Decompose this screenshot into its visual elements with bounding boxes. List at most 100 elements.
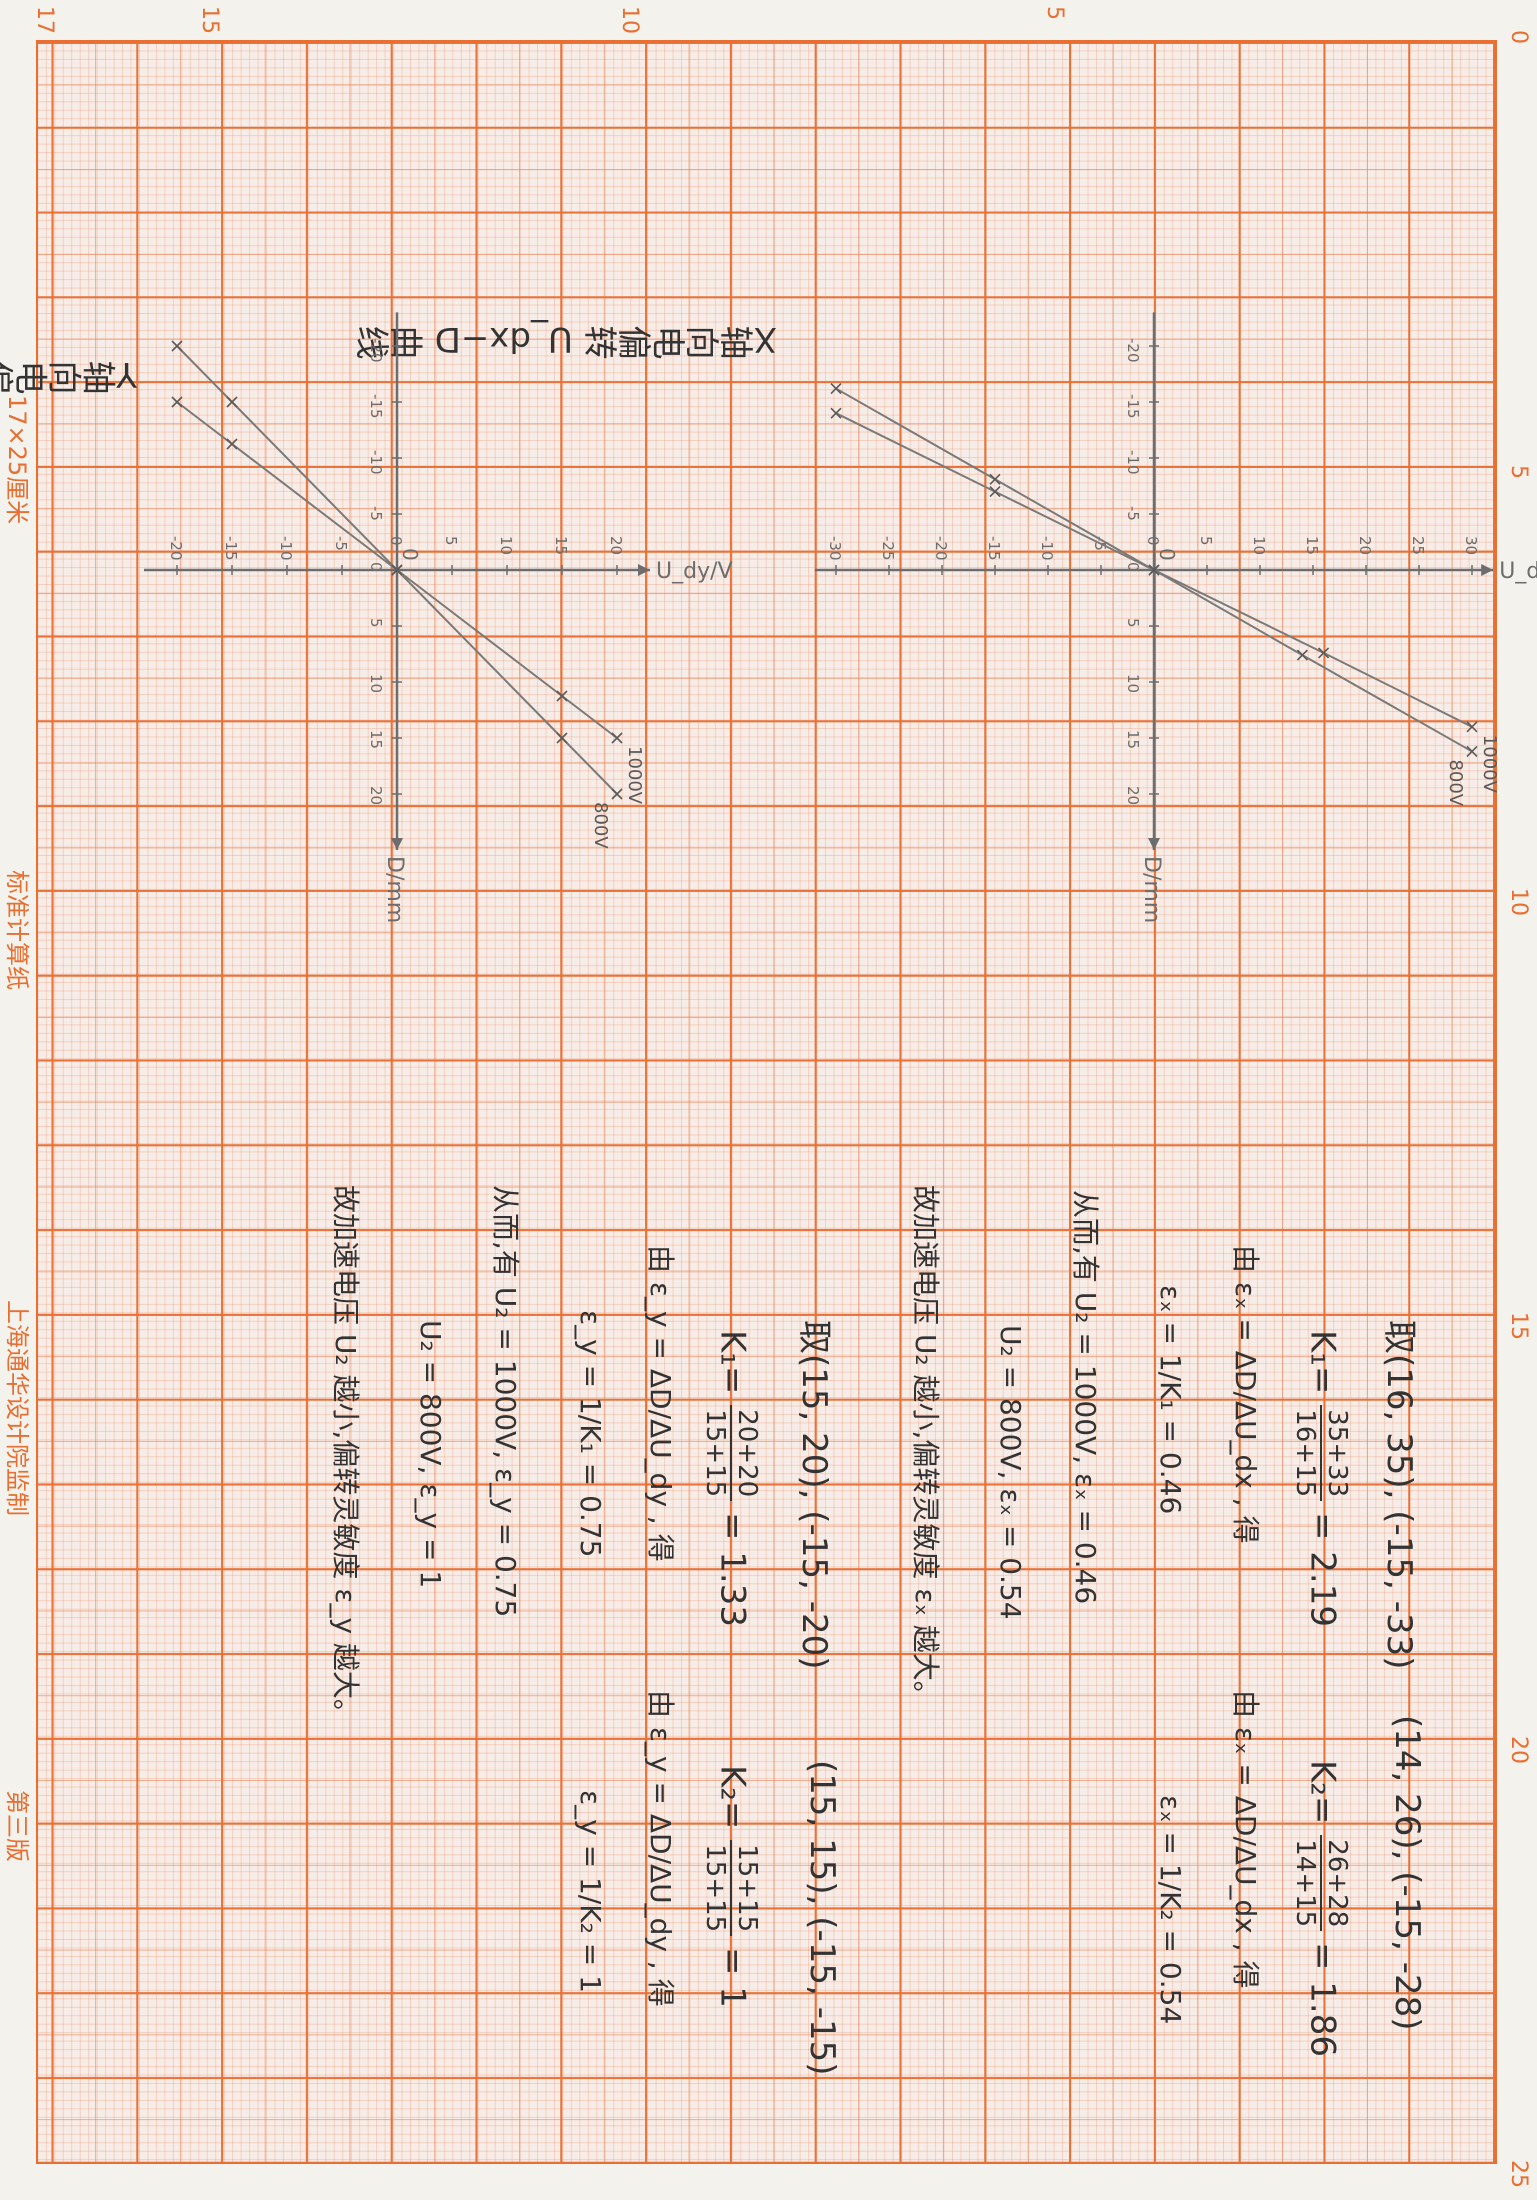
chart0-origin-label: 0 xyxy=(1155,548,1179,561)
x-k1-lhs: K₁= xyxy=(1302,1330,1343,1395)
x-k1-formula: K₁= 35+33 16+15 = 2.19 xyxy=(1290,1330,1352,1627)
chart1-series-0-label: 1000V xyxy=(624,746,645,805)
chart1-u-tick-label-0: -20 xyxy=(167,536,185,561)
x-k1-result: = 2.19 xyxy=(1302,1512,1343,1627)
chart1-series-1-label: 800V xyxy=(590,802,611,849)
chart1-d-tick-label-7: 15 xyxy=(367,730,385,749)
chart0-u-tick-label-12: 30 xyxy=(1462,536,1480,555)
y-k1-den: 15+15 xyxy=(700,1409,730,1498)
chart0-d-tick-label-0: -20 xyxy=(1124,338,1142,363)
y-eps-1: ε_y = 1/K₁ = 0.75 xyxy=(574,1310,607,1558)
chart1-series-1-point-2 xyxy=(391,564,403,576)
x-k1-fraction: 35+33 16+15 xyxy=(1290,1405,1352,1502)
chart0-series-1-point-3 xyxy=(1296,649,1308,661)
y-result-1: 从而,有 U₂ = 1000V, ε_y = 0.75 xyxy=(489,1185,522,1618)
chart1-series-1-point-1 xyxy=(226,396,238,408)
chart0-d-tick-label-1: -15 xyxy=(1124,394,1142,419)
x-k2-den: 14+15 xyxy=(1290,1839,1320,1928)
chart0-series-0-point-0 xyxy=(830,407,842,419)
chart0-d-arrow xyxy=(1148,838,1160,850)
x-k1-num: 35+33 xyxy=(1320,1405,1352,1502)
chart1-origin-label: 0 xyxy=(398,548,422,561)
chart1-u-tick-label-7: 15 xyxy=(552,536,570,555)
y-k2-result: = 1 xyxy=(712,1947,753,2008)
chart0-d-tick-label-4: 0 xyxy=(1124,562,1142,572)
y-k1-formula: K₁= 20+20 15+15 = 1.33 xyxy=(700,1330,762,1627)
y-eps-def-2: 由 ε_y = ΔD/ΔU_dy , 得 xyxy=(644,1690,677,2007)
y-k2-num: 15+15 xyxy=(730,1840,762,1937)
chart0-d-tick-label-2: -10 xyxy=(1124,450,1142,475)
chart1-series-0-point-1 xyxy=(226,438,238,450)
chart0-d-tick-label-6: 10 xyxy=(1124,674,1142,693)
chart1-u-axis-label: U_dy/V xyxy=(656,559,733,584)
chart1-u-tick-label-8: 20 xyxy=(607,536,625,555)
chart0-series-1-point-0 xyxy=(830,382,842,395)
x-k2-fraction: 26+28 14+15 xyxy=(1290,1835,1352,1932)
y-conclusion: 故加速电压 U₂ 越小,偏转灵敏度 ε_y 越大。 xyxy=(329,1185,362,1727)
x-pick-2: (14, 26), (-15, -28) xyxy=(1387,1715,1427,2031)
chart1-series-0-point-3 xyxy=(556,690,568,702)
x-eps-1: εₓ = 1/K₁ = 0.46 xyxy=(1154,1285,1187,1515)
x-k2-num: 26+28 xyxy=(1320,1835,1352,1932)
chart1-u-arrow xyxy=(638,564,650,576)
chart0-u-tick-label-2: -20 xyxy=(932,536,950,561)
chart0-u-tick-label-10: 20 xyxy=(1356,536,1374,555)
chart1-series-1-point-0 xyxy=(171,340,183,352)
x-result-1: 从而,有 U₂ = 1000V, εₓ = 0.46 xyxy=(1069,1190,1102,1605)
y-pick-2: (15, 15), (-15, -15) xyxy=(802,1760,842,2076)
chart0-u-tick-label-11: 25 xyxy=(1409,536,1427,555)
chart1-d-tick-label-5: 5 xyxy=(367,618,385,628)
x-eps-def-1: 由 εₓ = ΔD/ΔU_dx , 得 xyxy=(1229,1245,1262,1544)
x-pick-1: 取(16, 35), (-15, -33) xyxy=(1379,1320,1419,1670)
y-k2-den: 15+15 xyxy=(700,1844,730,1933)
chart1-d-tick-label-6: 10 xyxy=(367,674,385,693)
chart1-d-arrow xyxy=(391,838,403,850)
chart1-u-tick-label-5: 5 xyxy=(442,536,460,546)
y-k1-num: 20+20 xyxy=(730,1405,762,1502)
y-pick-1: 取(15, 20), (-15, -20) xyxy=(794,1320,834,1670)
chart0-u-axis-label: U_dx/V xyxy=(1499,559,1537,584)
chart1-series-0-point-0 xyxy=(171,396,183,408)
chart0-u-tick-label-8: 10 xyxy=(1250,536,1268,555)
y-result-2: U₂ = 800V, ε_y = 1 xyxy=(414,1320,447,1589)
chart1-u-tick-label-2: -10 xyxy=(277,536,295,561)
y-k2-formula: K₂= 15+15 15+15 = 1 xyxy=(700,1765,762,2008)
x-eps-def-2: 由 εₓ = ΔD/ΔU_dx , 得 xyxy=(1229,1690,1262,1989)
chart0-d-tick-label-3: -5 xyxy=(1124,506,1142,521)
y-k2-lhs: K₂= xyxy=(712,1765,753,1830)
y-k1-fraction: 20+20 15+15 xyxy=(700,1405,762,1502)
chart0-d-tick-label-8: 20 xyxy=(1124,786,1142,805)
chart1-d-tick-label-2: -10 xyxy=(367,450,385,475)
chart0-d-tick-label-7: 15 xyxy=(1124,730,1142,749)
chart0-series-1-point-2 xyxy=(1148,564,1160,576)
y-eps-2: ε_y = 1/K₂ = 1 xyxy=(574,1790,607,1993)
y-eps-def-1: 由 ε_y = ΔD/ΔU_dy , 得 xyxy=(644,1245,677,1562)
x-k2-result: = 1.86 xyxy=(1302,1942,1343,2057)
chart1-d-tick-label-1: -15 xyxy=(367,394,385,419)
chart0-u-tick-label-1: -25 xyxy=(879,536,897,561)
chart0-u-tick-label-7: 5 xyxy=(1197,536,1215,546)
chart0-u-tick-label-3: -15 xyxy=(985,536,1003,561)
chart1-series-1-point-3 xyxy=(556,732,568,744)
chart1-d-tick-label-0: -20 xyxy=(367,338,385,363)
chart0-u-tick-label-6: 0 xyxy=(1144,536,1162,546)
y-k2-fraction: 15+15 15+15 xyxy=(700,1840,762,1937)
y-k1-result: = 1.33 xyxy=(712,1512,753,1627)
x-conclusion: 故加速电压 U₂ 越小,偏转灵敏度 εₓ 越大。 xyxy=(909,1185,942,1709)
x-k1-den: 16+15 xyxy=(1290,1409,1320,1498)
x-k2-formula: K₂= 26+28 14+15 = 1.86 xyxy=(1290,1760,1352,2057)
chart1-u-tick-label-4: 0 xyxy=(387,536,405,546)
chart0-series-0-point-4 xyxy=(1466,721,1478,733)
chart1-d-tick-label-4: 0 xyxy=(367,562,385,572)
chart0-series-1-point-1 xyxy=(989,473,1001,485)
x-eps-2: εₓ = 1/K₂ = 0.54 xyxy=(1154,1795,1187,2025)
chart0-series-0-label: 1000V xyxy=(1479,735,1500,794)
chart0-u-tick-label-9: 15 xyxy=(1303,536,1321,555)
x-k2-lhs: K₂= xyxy=(1302,1760,1343,1825)
y-k1-lhs: K₁= xyxy=(712,1330,753,1395)
chart0-u-tick-label-0: -30 xyxy=(826,536,844,561)
chart0-d-axis-label: D/mm xyxy=(1139,856,1164,923)
